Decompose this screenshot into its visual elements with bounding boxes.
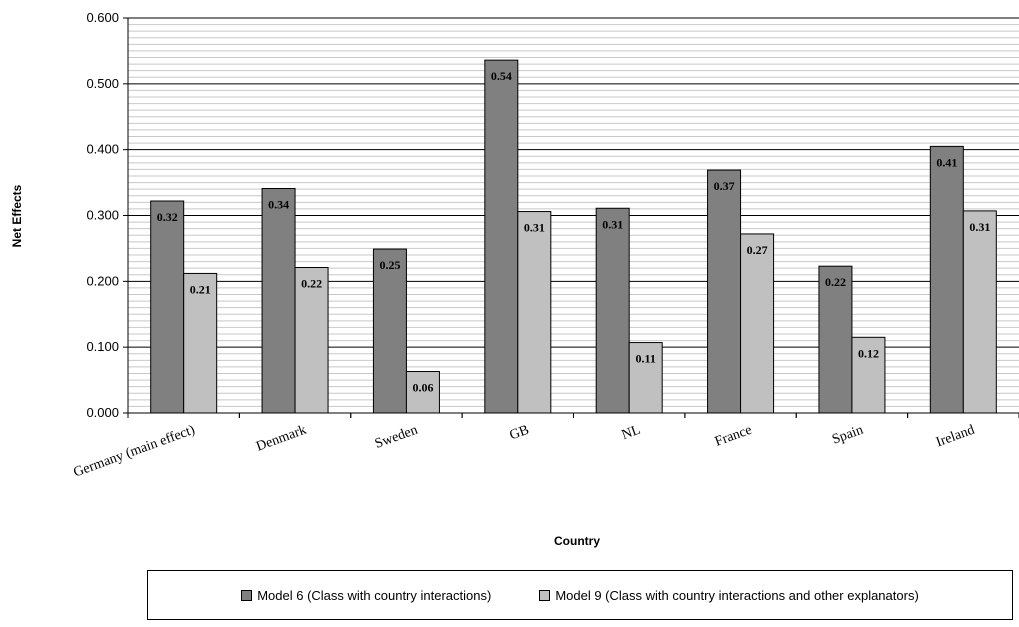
legend-item-model-9: Model 9 (Class with country interactions… — [539, 587, 919, 603]
bar-model-6 — [372, 248, 407, 414]
legend-swatch-model-6 — [241, 589, 253, 601]
bar-model-9 — [405, 371, 440, 414]
x-tick-label: GB — [508, 423, 531, 444]
data-labels: 0.32 0.21 0.34 0.22 0.25 0.06 0.54 0.31 0.31 0.11… — [157, 69, 991, 394]
y-tick-label: 0.300 — [86, 208, 119, 223]
bar-model-6 — [595, 207, 630, 414]
x-tick-label: Spain — [830, 423, 865, 448]
legend-label-model-6: Model 6 (Class with country interactions… — [257, 587, 492, 603]
bar-model-9 — [294, 267, 329, 414]
y-tick-label: 0.400 — [86, 142, 119, 157]
data-label: 0.11 — [636, 352, 656, 366]
x-axis-title: Country — [554, 534, 600, 548]
bar-model-6 — [484, 59, 519, 414]
data-label: 0.54 — [491, 69, 512, 83]
data-label: 0.41 — [936, 155, 957, 169]
data-label: 0.22 — [825, 275, 846, 289]
data-label: 0.31 — [969, 220, 990, 234]
y-axis-title: Net Effects — [10, 184, 24, 247]
legend-item-model-6: Model 6 (Class with country interactions… — [241, 588, 491, 603]
data-label: 0.31 — [524, 221, 545, 235]
data-label: 0.25 — [379, 258, 400, 272]
bar-model-6 — [150, 200, 185, 414]
bar-model-6 — [261, 188, 296, 414]
bar-model-9 — [517, 211, 552, 414]
y-tick-label: 0.200 — [86, 273, 119, 288]
data-label: 0.27 — [747, 243, 768, 257]
x-tick-label: NL — [620, 423, 643, 443]
y-tick-label: 0.600 — [86, 10, 119, 25]
x-tick-label: Germany (main effect) — [72, 423, 198, 481]
bar-model-9 — [183, 272, 218, 414]
bar-model-6 — [929, 145, 964, 414]
legend-label-model-9: Model 9 (Class with country interactions… — [555, 587, 919, 603]
data-label: 0.32 — [157, 210, 178, 224]
legend-swatch-model-9 — [539, 589, 551, 601]
bar-model-9 — [740, 233, 775, 414]
legend: Model 6 (Class with country interactions… — [147, 570, 1013, 620]
data-label: 0.34 — [268, 198, 289, 212]
data-label: 0.21 — [190, 282, 211, 296]
bar-model-6 — [818, 265, 853, 414]
bar-model-6 — [707, 169, 742, 414]
x-tick-label: Ireland — [934, 423, 976, 451]
x-tick-label: Denmark — [254, 423, 308, 455]
x-tick-label: Sweden — [373, 423, 420, 452]
data-label: 0.22 — [301, 277, 322, 291]
x-tick-label: France — [713, 423, 754, 450]
bar-model-9 — [962, 210, 997, 414]
bar-model-9 — [851, 336, 886, 414]
data-label: 0.37 — [714, 179, 735, 193]
data-label: 0.12 — [858, 346, 879, 360]
bars — [150, 59, 997, 414]
y-tick-label: 0.500 — [86, 76, 119, 91]
y-tick-label: 0.000 — [86, 405, 119, 420]
y-tick-label: 0.100 — [86, 339, 119, 354]
data-label: 0.31 — [602, 217, 623, 231]
data-label: 0.06 — [412, 381, 433, 395]
